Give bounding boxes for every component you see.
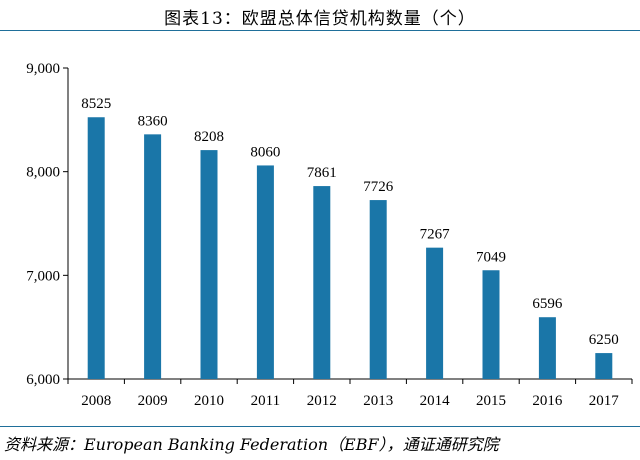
- source-divider: [0, 426, 640, 427]
- x-tick-label-2011: 2011: [251, 393, 280, 409]
- data-label-2013: 7726: [363, 179, 394, 195]
- x-tick-label-2017: 2017: [589, 393, 620, 409]
- data-label-2017: 6250: [589, 332, 619, 348]
- x-tick-label-2010: 2010: [194, 393, 224, 409]
- data-label-2012: 7861: [307, 165, 337, 181]
- title-divider: [0, 30, 640, 31]
- x-tick-label-2016: 2016: [532, 393, 563, 409]
- data-label-2014: 7267: [420, 227, 451, 243]
- bar-2016: [538, 317, 556, 379]
- bar-2009: [144, 134, 162, 379]
- source-note: 资料来源：European Banking Federation（EBF），通证…: [4, 435, 499, 454]
- bar-2010: [200, 150, 218, 379]
- chart-title: 图表13：欧盟总体信贷机构数量（个）: [164, 9, 476, 29]
- x-tick-label-2015: 2015: [476, 393, 506, 409]
- bar-2017: [595, 353, 613, 379]
- y-tick-label: 8,000: [26, 165, 60, 181]
- y-tick-label: 9,000: [26, 61, 60, 77]
- data-label-2008: 8525: [81, 96, 111, 112]
- x-tick-label-2012: 2012: [307, 393, 337, 409]
- bar-2008: [87, 117, 105, 379]
- bar-2014: [426, 247, 444, 379]
- bar-2015: [482, 270, 500, 379]
- data-label-2015: 7049: [476, 249, 506, 265]
- bar-2012: [313, 186, 331, 379]
- x-tick-label-2013: 2013: [363, 393, 393, 409]
- x-tick-label-2008: 2008: [81, 393, 111, 409]
- data-label-2016: 6596: [532, 296, 563, 312]
- y-tick-label: 6,000: [26, 372, 60, 388]
- x-tick-label-2009: 2009: [138, 393, 168, 409]
- bar-2013: [369, 200, 387, 379]
- data-label-2010: 8208: [194, 129, 224, 145]
- data-label-2009: 8360: [138, 113, 168, 129]
- data-label-2011: 8060: [250, 144, 280, 160]
- bar-2011: [256, 165, 274, 379]
- x-tick-label-2014: 2014: [420, 393, 451, 409]
- y-tick-label: 7,000: [26, 268, 60, 284]
